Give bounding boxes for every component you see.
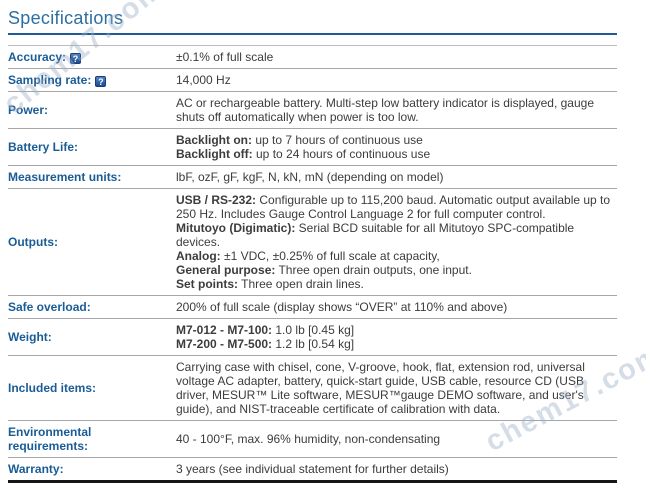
table-row-sampling-rate: Sampling rate:? 14,000 Hz <box>8 69 617 92</box>
spec-label-power: Power: <box>8 92 168 129</box>
table-row-power: Power: AC or rechargeable battery. Multi-… <box>8 92 617 129</box>
spec-value-line: Mitutoyo (Digimatic): Serial BCD suitabl… <box>176 221 575 249</box>
spec-value-battery-life: Backlight on: up to 7 hours of continuou… <box>168 129 617 166</box>
spec-label-environmental-requirements: Environmental requirements: <box>8 421 168 458</box>
spec-label-sampling-rate: Sampling rate:? <box>8 69 168 92</box>
table-row-weight: Weight: M7-012 - M7-100: 1.0 lb [0.45 kg]… <box>8 319 617 356</box>
spec-label-text: Battery Life: <box>8 140 79 154</box>
spec-label-text: Warranty: <box>8 462 64 476</box>
spec-value-line: General purpose: Three open drain output… <box>176 263 472 277</box>
spec-label-text: Accuracy: <box>8 50 67 64</box>
spec-value-line: Analog: ±1 VDC, ±0.25% of full scale at … <box>176 249 440 263</box>
spec-value-line: lbF, ozF, gF, kgF, N, kN, mN (depending … <box>176 170 444 184</box>
specifications-table-body: Accuracy:? ±0.1% of full scale Sampling ra… <box>8 46 617 482</box>
spec-value-line: M7-012 - M7-100: 1.0 lb [0.45 kg] <box>176 323 355 337</box>
spec-label-included-items: Included items: <box>8 356 168 421</box>
spec-value-measurement-units: lbF, ozF, gF, kgF, N, kN, mN (depending … <box>168 166 617 189</box>
table-row-measurement-units: Measurement units: lbF, ozF, gF, kgF, N, … <box>8 166 617 189</box>
spec-value-power: AC or rechargeable battery. Multi-step l… <box>168 92 617 129</box>
spec-value-safe-overload: 200% of full scale (display shows “OVER”… <box>168 296 617 319</box>
spec-label-outputs: Outputs: <box>8 189 168 296</box>
spec-value-accuracy: ±0.1% of full scale <box>168 46 617 69</box>
title-divider <box>8 33 617 35</box>
spec-label-text: Safe overload: <box>8 300 91 314</box>
spec-label-text: Weight: <box>8 330 52 344</box>
specifications-table: Accuracy:? ±0.1% of full scale Sampling ra… <box>8 45 617 483</box>
help-icon[interactable]: ? <box>95 76 107 87</box>
spec-label-text: Power: <box>8 103 49 117</box>
spec-label-battery-life: Battery Life: <box>8 129 168 166</box>
spec-value-line: Backlight off: up to 24 hours of continu… <box>176 147 431 161</box>
table-row-environmental-requirements: Environmental requirements: 40 - 100°F, m… <box>8 421 617 458</box>
spec-value-warranty: 3 years (see individual statement for fu… <box>168 458 617 482</box>
table-row-accuracy: Accuracy:? ±0.1% of full scale <box>8 46 617 69</box>
spec-value-environmental-requirements: 40 - 100°F, max. 96% humidity, non-conde… <box>168 421 617 458</box>
spec-label-accuracy: Accuracy:? <box>8 46 168 69</box>
page-title: Specifications <box>8 8 124 28</box>
spec-value-line: 14,000 Hz <box>176 73 231 87</box>
spec-label-weight: Weight: <box>8 319 168 356</box>
spec-value-line: AC or rechargeable battery. Multi-step l… <box>176 96 594 124</box>
spec-value-included-items: Carrying case with chisel, cone, V-groov… <box>168 356 617 421</box>
spec-value-sampling-rate: 14,000 Hz <box>168 69 617 92</box>
table-row-safe-overload: Safe overload: 200% of full scale (displa… <box>8 296 617 319</box>
table-row-battery-life: Battery Life: Backlight on: up to 7 hours… <box>8 129 617 166</box>
spec-label-text: Environmental requirements: <box>8 425 92 453</box>
spec-value-line: 40 - 100°F, max. 96% humidity, non-conde… <box>176 432 441 446</box>
spec-value-weight: M7-012 - M7-100: 1.0 lb [0.45 kg] M7-200 … <box>168 319 617 356</box>
spec-value-line: USB / RS-232: Configurable up to 115,200… <box>176 193 611 221</box>
spec-value-line: 3 years (see individual statement for fu… <box>176 462 449 476</box>
spec-value-line: 200% of full scale (display shows “OVER”… <box>176 300 508 314</box>
spec-label-warranty: Warranty: <box>8 458 168 482</box>
table-row-outputs: Outputs: USB / RS-232: Configurable up to… <box>8 189 617 296</box>
spec-label-text: Measurement units: <box>8 170 122 184</box>
table-row-warranty: Warranty: 3 years (see individual stateme… <box>8 458 617 482</box>
spec-value-line: Backlight on: up to 7 hours of continuou… <box>176 133 423 147</box>
spec-label-measurement-units: Measurement units: <box>8 166 168 189</box>
spec-value-line: M7-200 - M7-500: 1.2 lb [0.54 kg] <box>176 337 355 351</box>
help-icon[interactable]: ? <box>70 53 82 64</box>
spec-label-safe-overload: Safe overload: <box>8 296 168 319</box>
spec-label-text: Outputs: <box>8 235 58 249</box>
spec-value-line: Carrying case with chisel, cone, V-groov… <box>176 360 585 416</box>
spec-value-line: Set points: Three open drain lines. <box>176 277 364 291</box>
table-row-included-items: Included items: Carrying case with chisel… <box>8 356 617 421</box>
spec-value-line: ±0.1% of full scale <box>176 50 274 64</box>
spec-label-text: Included items: <box>8 381 97 395</box>
spec-label-text: Sampling rate: <box>8 73 92 87</box>
spec-value-outputs: USB / RS-232: Configurable up to 115,200… <box>168 189 617 296</box>
